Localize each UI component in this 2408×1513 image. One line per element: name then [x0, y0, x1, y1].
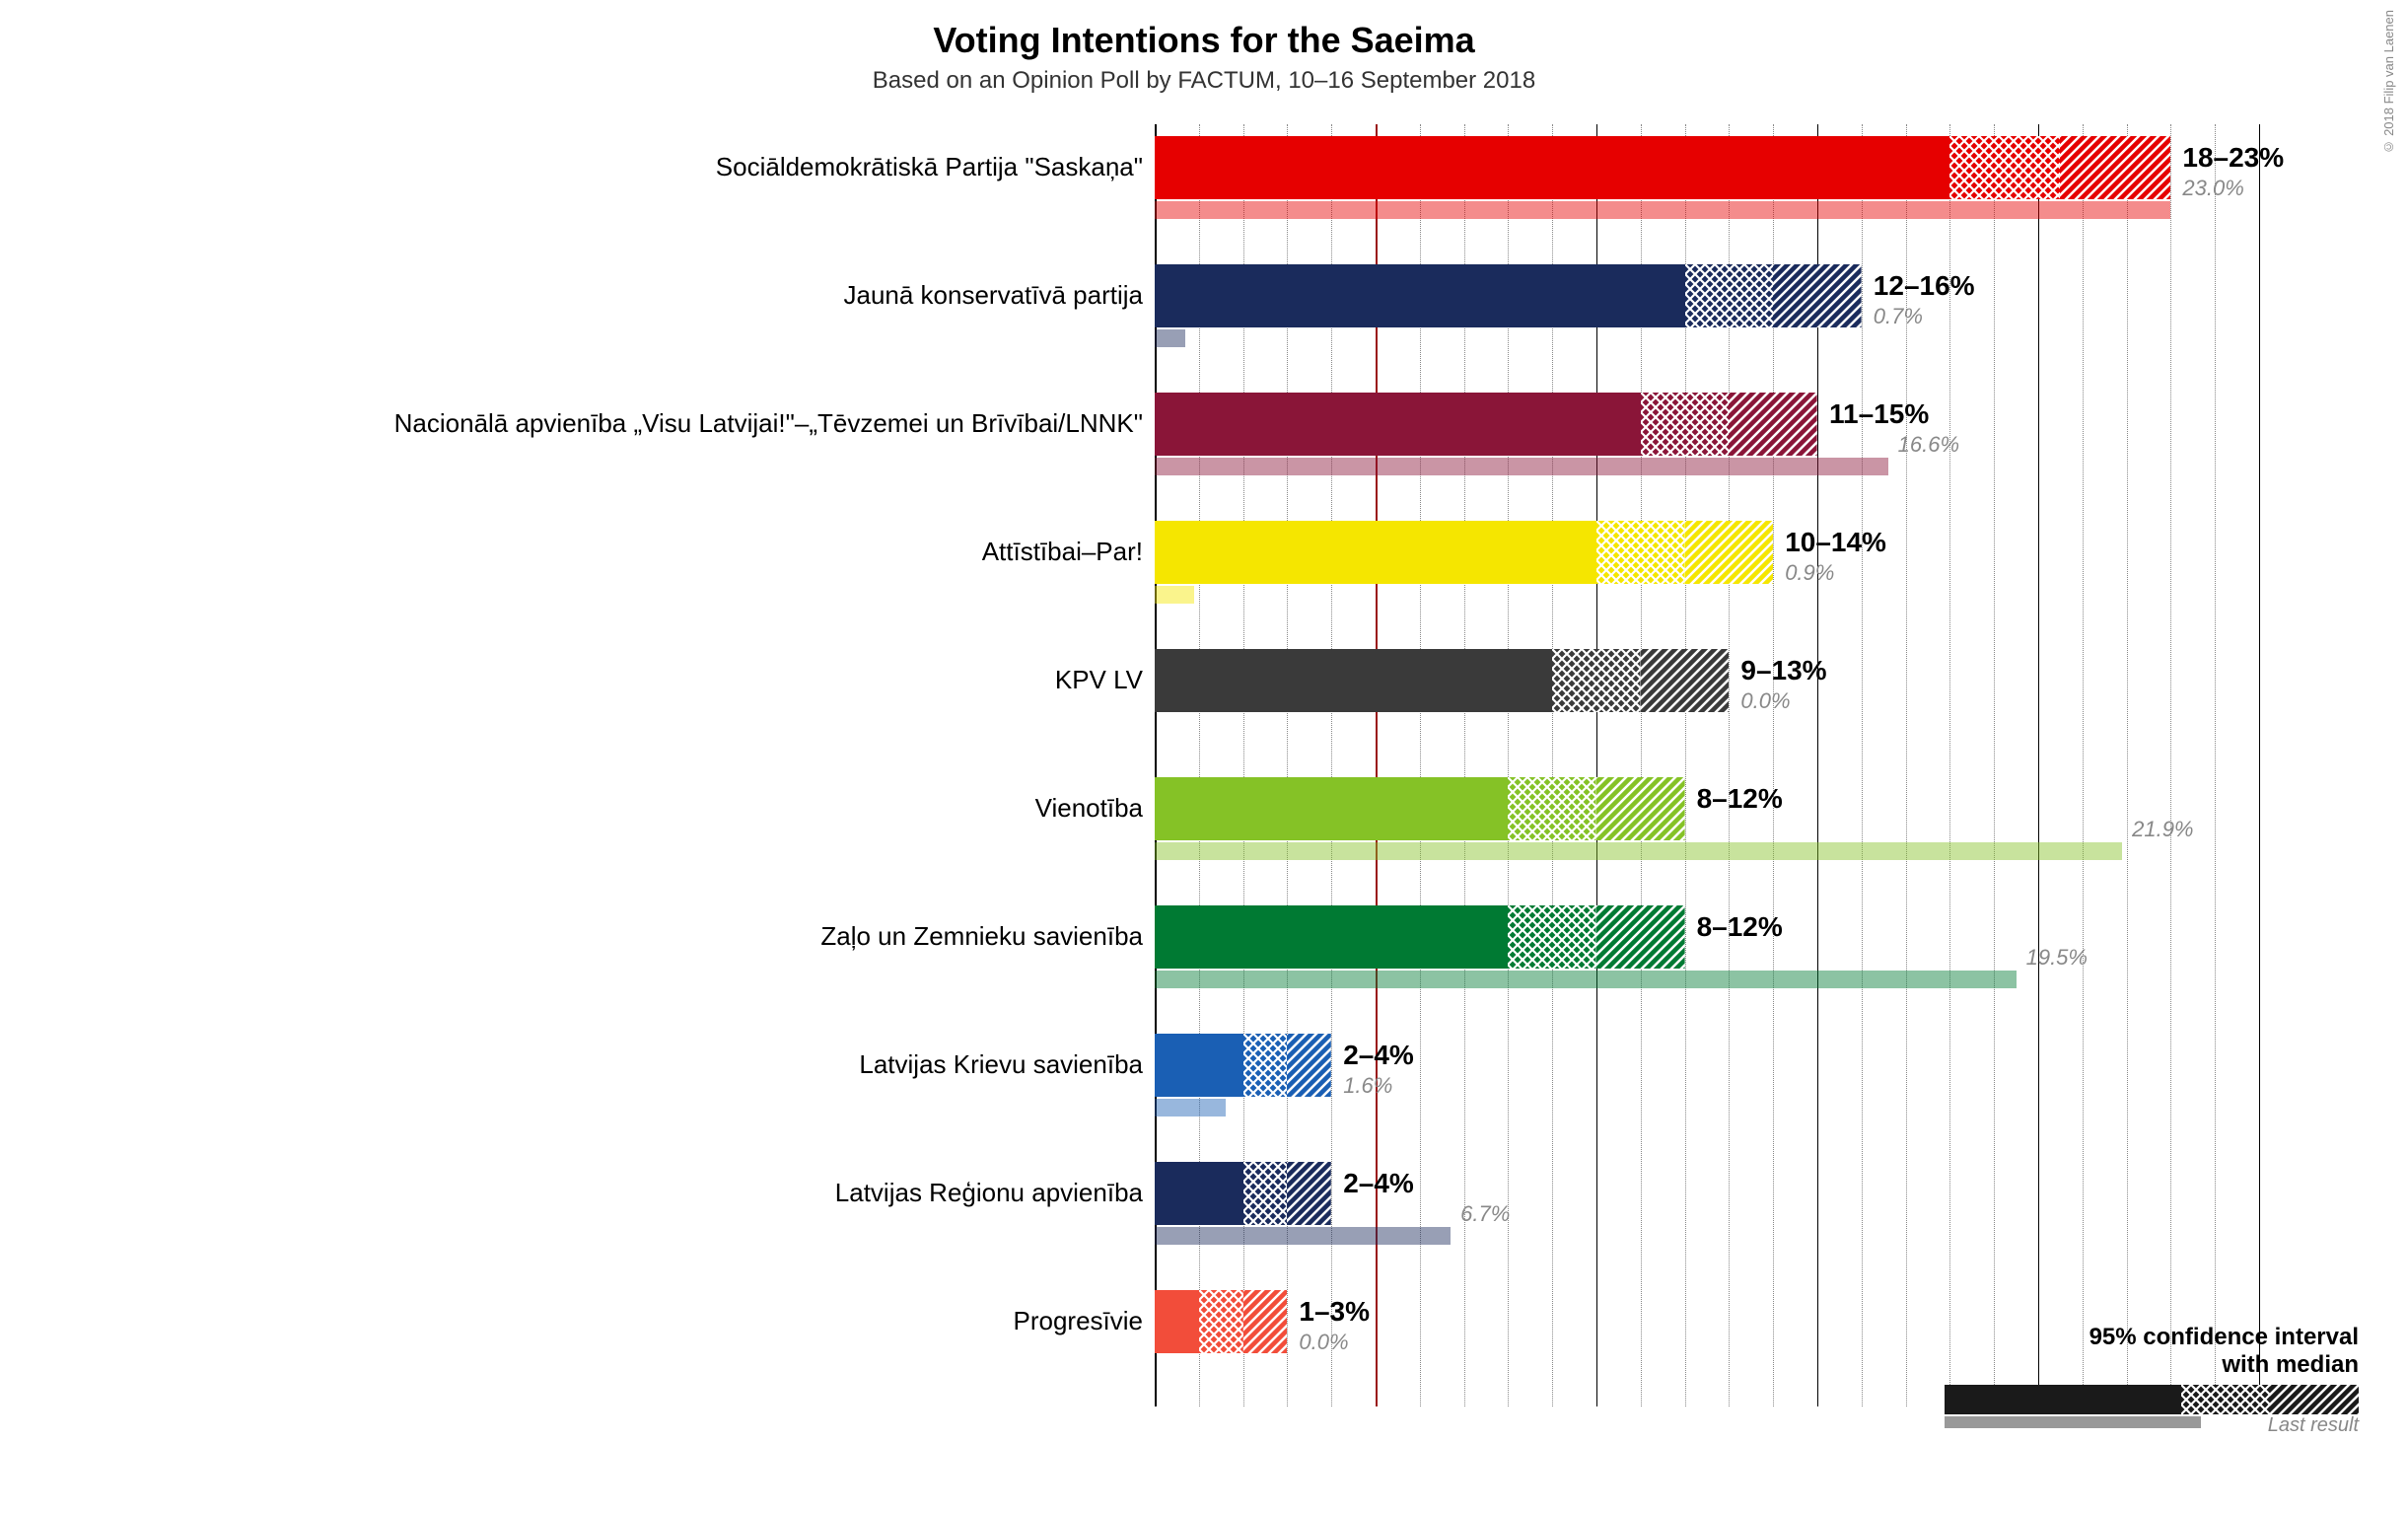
range-label: 10–14%	[1785, 527, 1886, 558]
last-result-label: 0.0%	[1740, 688, 1790, 714]
bar-last-result	[1155, 971, 2017, 988]
party-label: Attīstībai–Par!	[982, 537, 1143, 567]
bar-zone: 10–14%0.9%	[1155, 509, 2259, 637]
bar-zone: 2–4%1.6%	[1155, 1022, 2259, 1150]
copyright: © 2018 Filip van Laenen	[2381, 10, 2396, 155]
party-row: KPV LV 9–13%0.0%	[119, 637, 2289, 765]
bar-ci-upper	[1641, 649, 1730, 712]
last-result-label: 23.0%	[2182, 176, 2243, 201]
bar-solid	[1155, 1290, 1199, 1353]
range-label: 18–23%	[2182, 142, 2284, 174]
bar-ci-upper	[1287, 1162, 1331, 1225]
bar-zone: 8–12% 19.5%	[1155, 894, 2259, 1022]
party-label: Vienotība	[1035, 793, 1143, 824]
range-label: 8–12%	[1697, 783, 1783, 815]
party-label: KPV LV	[1055, 665, 1143, 695]
bar-zone: 12–16%0.7%	[1155, 252, 2259, 381]
bar-solid	[1155, 393, 1641, 456]
bar-zone: 8–12% 21.9%	[1155, 765, 2259, 894]
party-label: Jaunā konservatīvā partija	[843, 280, 1143, 311]
chart-title: Voting Intentions for the Saeima	[0, 0, 2408, 61]
bar-solid	[1155, 649, 1552, 712]
bar-ci-lower	[1641, 393, 1730, 456]
bar-ci-lower	[1949, 136, 2060, 199]
last-result-label: 19.5%	[2026, 945, 2088, 971]
bar-last-result	[1155, 329, 1185, 347]
bar-last-result	[1155, 842, 2122, 860]
party-label: Latvijas Reģionu apvienība	[835, 1178, 1143, 1208]
legend-bars: Last result	[1945, 1385, 2359, 1434]
bar-last-result	[1155, 201, 2170, 219]
bar-ci-upper	[1243, 1290, 1288, 1353]
bar-ci-upper	[1773, 264, 1862, 327]
party-row: Sociāldemokrātiskā Partija "Saskaņa" 18–2…	[119, 124, 2289, 252]
party-row: Zaļo un Zemnieku savienība 8–12% 19.5%	[119, 894, 2289, 1022]
range-label: 11–15%	[1829, 398, 1929, 430]
bar-ci-upper	[1596, 905, 1685, 969]
bar-solid	[1155, 521, 1596, 584]
bar-last-result	[1155, 458, 1888, 475]
bar-ci-upper	[1685, 521, 1774, 584]
bar-ci-lower	[1199, 1290, 1243, 1353]
range-label: 2–4%	[1343, 1040, 1414, 1071]
bar-solid	[1155, 777, 1508, 840]
legend-last-label: Last result	[2268, 1414, 2359, 1437]
bar-solid	[1155, 264, 1685, 327]
last-result-label: 0.9%	[1785, 560, 1834, 586]
last-result-label: 0.0%	[1299, 1330, 1348, 1355]
bar-ci-lower	[1243, 1034, 1288, 1097]
bar-solid	[1155, 136, 1949, 199]
bar-zone: 11–15%16.6%	[1155, 381, 2259, 509]
legend-line1: 95% confidence interval	[1945, 1324, 2359, 1351]
party-row: Latvijas Reģionu apvienība 2–4% 6.7%	[119, 1150, 2289, 1278]
party-label: Progresīvie	[1014, 1306, 1144, 1336]
bar-ci-lower	[1552, 649, 1641, 712]
bar-ci-lower	[1685, 264, 1774, 327]
bar-ci-lower	[1596, 521, 1685, 584]
last-result-label: 16.6%	[1898, 432, 1959, 458]
bar-chart: Sociāldemokrātiskā Partija "Saskaņa" 18–2…	[119, 124, 2289, 1456]
range-label: 1–3%	[1299, 1296, 1370, 1328]
bar-solid	[1155, 1034, 1243, 1097]
party-row: Vienotība 8–12% 21.9%	[119, 765, 2289, 894]
bar-ci-upper	[1287, 1034, 1331, 1097]
range-label: 2–4%	[1343, 1168, 1414, 1199]
bar-ci-lower	[1508, 905, 1596, 969]
party-label: Latvijas Krievu savienība	[859, 1049, 1143, 1080]
party-label: Zaļo un Zemnieku savienība	[820, 921, 1143, 952]
bar-zone: 2–4% 6.7%	[1155, 1150, 2259, 1278]
bar-solid	[1155, 1162, 1243, 1225]
range-label: 8–12%	[1697, 911, 1783, 943]
last-result-label: 21.9%	[2132, 817, 2193, 842]
bar-ci-lower	[1508, 777, 1596, 840]
last-result-label: 1.6%	[1343, 1073, 1392, 1099]
bar-solid	[1155, 905, 1508, 969]
bar-last-result	[1155, 1227, 1451, 1245]
party-row: Latvijas Krievu savienība 2–4%1.6%	[119, 1022, 2289, 1150]
bar-ci-upper	[1596, 777, 1685, 840]
party-row: Attīstībai–Par! 10–14%0.9%	[119, 509, 2289, 637]
legend-line2: with median	[1945, 1351, 2359, 1379]
bar-zone: 9–13%0.0%	[1155, 637, 2259, 765]
party-label: Sociāldemokrātiskā Partija "Saskaņa"	[716, 152, 1143, 182]
range-label: 12–16%	[1874, 270, 1975, 302]
bar-ci-upper	[1729, 393, 1817, 456]
bar-last-result	[1155, 1099, 1226, 1117]
chart-subtitle: Based on an Opinion Poll by FACTUM, 10–1…	[0, 61, 2408, 124]
bar-ci-lower	[1243, 1162, 1288, 1225]
party-label: Nacionālā apvienība „Visu Latvijai!"–„Tē…	[394, 408, 1143, 439]
bar-last-result	[1155, 586, 1194, 604]
bar-zone: 18–23%23.0%	[1155, 124, 2259, 252]
last-result-label: 6.7%	[1460, 1201, 1510, 1227]
legend: 95% confidence interval with median Last…	[1945, 1324, 2359, 1434]
party-row: Jaunā konservatīvā partija 12–16%0.7%	[119, 252, 2289, 381]
range-label: 9–13%	[1740, 655, 1826, 686]
bar-ci-upper	[2060, 136, 2170, 199]
last-result-label: 0.7%	[1874, 304, 1923, 329]
party-row: Nacionālā apvienība „Visu Latvijai!"–„Tē…	[119, 381, 2289, 509]
